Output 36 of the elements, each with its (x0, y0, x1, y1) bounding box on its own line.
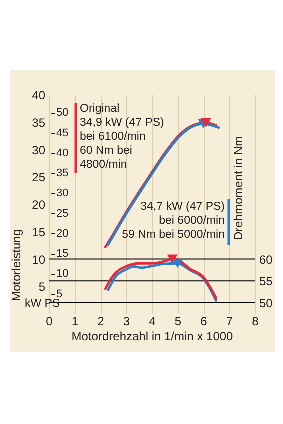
y-tick-label: 5 (38, 280, 46, 294)
x-tick-label: 0 (46, 314, 54, 328)
y-tick-label: 20 (32, 198, 46, 212)
y3-tick-label: 15 (56, 248, 69, 260)
y3-tick-label: 10 (56, 268, 69, 280)
x-axis-title: Motordrehzahl in 1/min x 1000 (72, 330, 234, 344)
y3-tick-label: 40 (56, 147, 69, 160)
x-tick-label: 8 (252, 314, 260, 328)
y2-axis-title: Drehmoment in Nm (232, 136, 246, 241)
y3-tick-label: 45 (56, 127, 69, 140)
y3-tick-label: 30 (56, 188, 69, 200)
y3-tick-label: 5 (56, 288, 63, 300)
annotation: 34,9 kW (47 PS) bei 6100/min 60 Nm bei 4800/min (80, 117, 165, 171)
y-tick-label: 35 (32, 116, 46, 130)
x-tick-label: 3 (123, 314, 130, 328)
y-tick-label: 40 (32, 88, 46, 102)
annotation: 34,7 kW (47 PS) bei 6000/min 59 Nm bei 5000/min (122, 201, 226, 241)
y3-tick-label: 35 (56, 168, 69, 180)
y-tick-label: 10 (32, 252, 46, 267)
y-tick-label: 30 (32, 143, 46, 158)
y2-tick-label: 50 (260, 296, 274, 311)
x-tick-label: 2 (98, 314, 105, 328)
x-tick-label: 6 (200, 314, 208, 328)
x-tick-label: 5 (174, 314, 182, 328)
y3-tick-label: 25 (56, 208, 69, 220)
x-tick-label: 7 (226, 314, 234, 328)
x-tick-label: 4 (149, 314, 156, 328)
x-tick-label: 1 (72, 314, 79, 328)
y2-tick-label: 55 (260, 274, 274, 289)
y3-tick-label: 50 (56, 107, 69, 120)
text: Original (80, 103, 120, 115)
y-axis-title: Motorleistung (10, 229, 24, 302)
y3-tick-label: 20 (56, 228, 69, 240)
y-tick-label: 15 (32, 225, 46, 240)
y-tick-label: 25 (32, 170, 46, 185)
y2-tick-label: 60 (260, 252, 274, 267)
